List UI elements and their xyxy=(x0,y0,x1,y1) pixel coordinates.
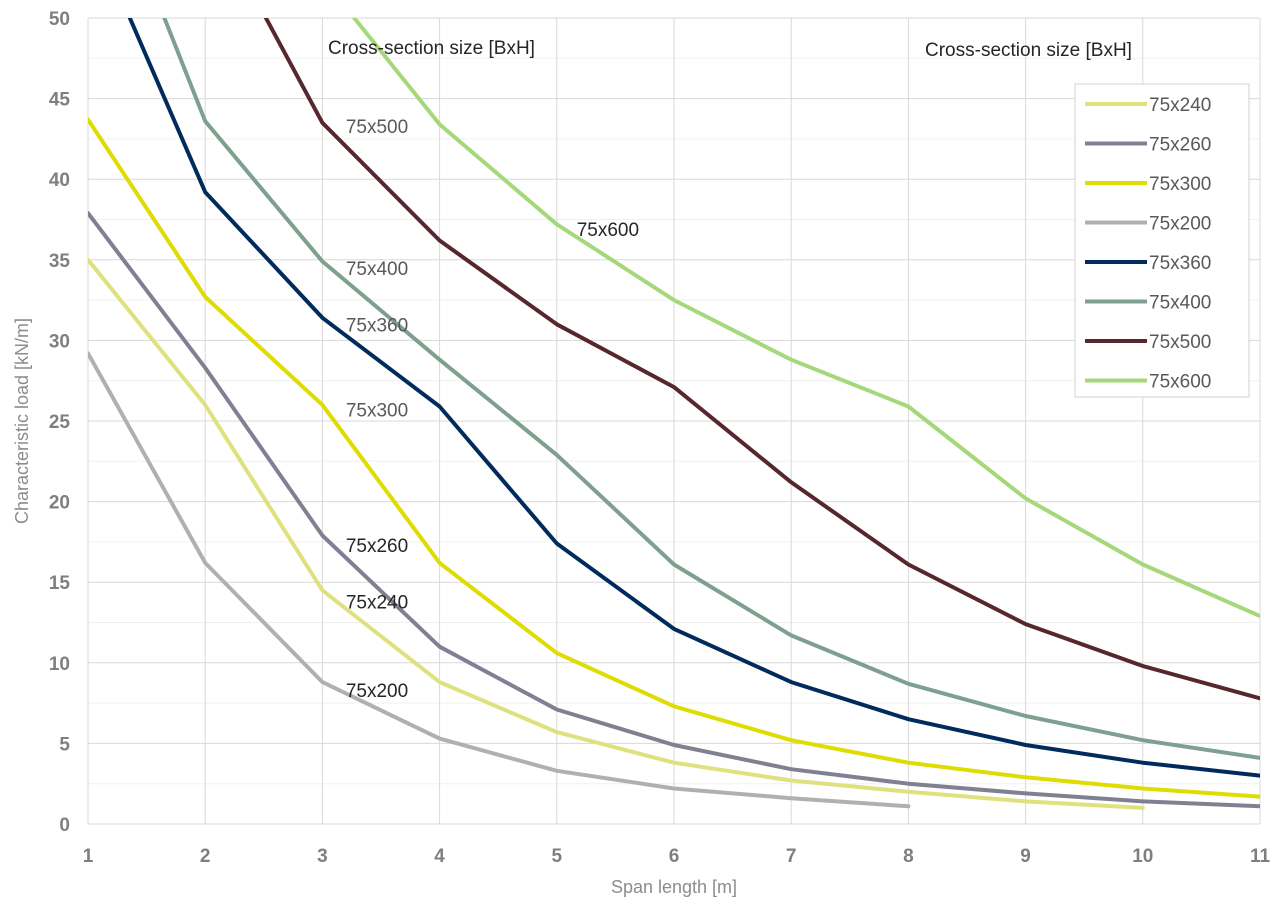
curve-label: 75x200 xyxy=(346,681,408,702)
legend-title: Cross-section size [BxH] xyxy=(925,40,1132,61)
x-tick-label: 1 xyxy=(83,846,94,867)
y-tick-label: 15 xyxy=(49,573,71,594)
curve-label: 75x300 xyxy=(346,401,408,422)
series-line-75x400 xyxy=(162,18,1260,760)
legend-entry-label: 75x400 xyxy=(1149,293,1211,314)
legend-entry-label: 75x300 xyxy=(1149,174,1211,195)
curve-label: 75x600 xyxy=(577,220,639,241)
series-line-75x300 xyxy=(88,117,1260,799)
legend-entry-label: 75x260 xyxy=(1149,135,1211,156)
legend: 75x240 75x260 75x300 75x200 75x360 75x400 75x5… xyxy=(1074,83,1250,398)
legend-box xyxy=(1074,83,1250,398)
curve-annotations: 75x500 75x600 75x400 75x360 75x300 75x260 75x2… xyxy=(346,117,639,702)
y-tick-label: 0 xyxy=(59,815,70,836)
x-tick-label: 9 xyxy=(1020,846,1031,867)
plot-header: Cross-section size [BxH] xyxy=(328,38,535,59)
x-tick-label: 5 xyxy=(552,846,563,867)
x-tick-label: 7 xyxy=(786,846,797,867)
x-tick-label: 10 xyxy=(1132,846,1153,867)
legend-entry-label: 75x360 xyxy=(1149,253,1211,274)
x-tick-label: 11 xyxy=(1250,846,1271,867)
y-axis-title: Characteristic load [kN/m] xyxy=(12,318,32,524)
grid xyxy=(87,17,1261,825)
x-tick-label: 4 xyxy=(434,846,445,867)
series-line-75x600 xyxy=(351,18,1260,619)
series-line-75x240 xyxy=(88,257,1145,810)
curve-label: 75x500 xyxy=(346,117,408,138)
curve-label: 75x260 xyxy=(346,536,408,557)
legend-entry-label: 75x200 xyxy=(1149,214,1211,235)
legend-entry-label: 75x240 xyxy=(1149,95,1211,116)
curve-label: 75x400 xyxy=(346,259,408,280)
series-line-75x500 xyxy=(263,18,1260,701)
y-tick-label: 40 xyxy=(49,170,70,191)
series-line-75x360 xyxy=(127,18,1260,778)
curve-label: 75x240 xyxy=(346,593,408,614)
y-tick-label: 50 xyxy=(49,9,70,30)
y-tick-label: 10 xyxy=(49,654,70,675)
x-axis-ticks: 1 2 3 4 5 6 7 8 9 10 11 xyxy=(83,846,1271,867)
x-axis-title: Span length [m] xyxy=(611,877,737,897)
x-tick-label: 8 xyxy=(903,846,914,867)
y-tick-label: 30 xyxy=(49,331,70,352)
y-tick-label: 35 xyxy=(49,251,71,272)
y-tick-label: 25 xyxy=(49,412,71,433)
y-tick-label: 20 xyxy=(49,493,70,514)
series-line-75x200 xyxy=(88,351,911,809)
series-line-75x260 xyxy=(88,211,1260,809)
y-tick-label: 45 xyxy=(49,90,71,111)
curve-label: 75x360 xyxy=(346,315,408,336)
x-tick-label: 6 xyxy=(669,846,680,867)
y-axis-ticks: 0 5 10 15 20 25 30 35 40 45 50 xyxy=(49,9,71,836)
legend-entry-label: 75x600 xyxy=(1149,372,1211,393)
x-tick-label: 2 xyxy=(200,846,211,867)
series-lines xyxy=(88,18,1260,810)
legend-entry-label: 75x500 xyxy=(1149,332,1211,353)
y-tick-label: 5 xyxy=(59,734,70,755)
x-tick-label: 3 xyxy=(317,846,328,867)
